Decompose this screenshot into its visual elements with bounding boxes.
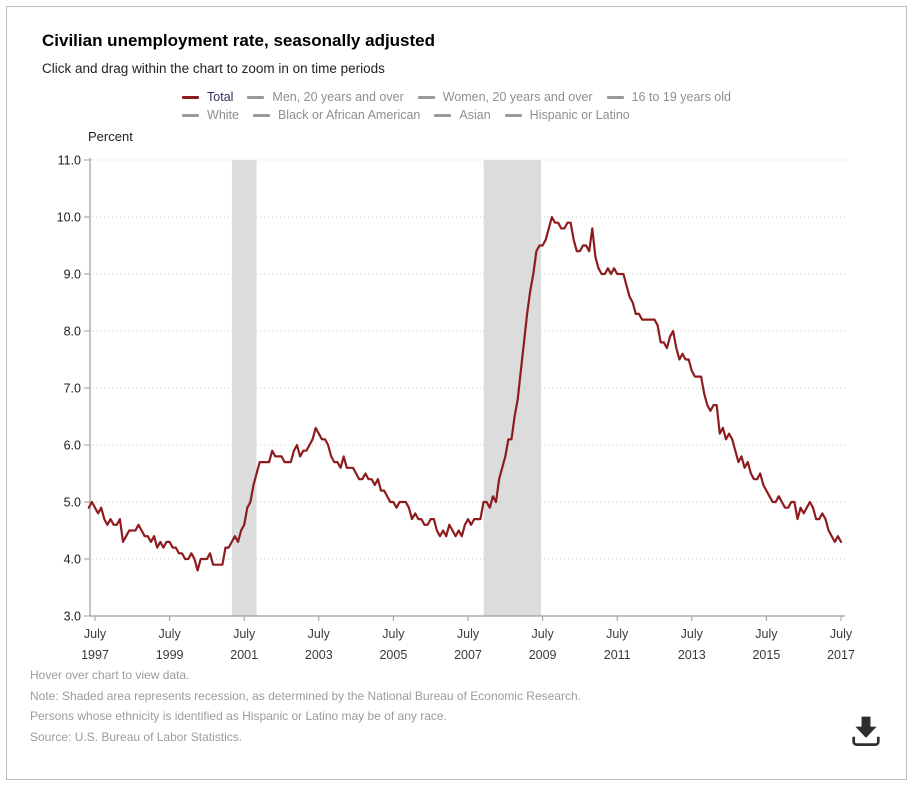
footnote-ethnicity: Persons whose ethnicity is identified as… — [30, 709, 447, 723]
legend-dash-icon — [417, 95, 435, 99]
x-tick-label-month: July — [158, 627, 181, 641]
x-tick-label-month: July — [755, 627, 778, 641]
legend-item-label: Black or African American — [277, 108, 421, 122]
legend-item-asian[interactable]: Asian — [434, 108, 491, 122]
legend-dash-icon — [247, 95, 265, 99]
legend-item-label: 16 to 19 years old — [631, 90, 731, 104]
x-tick-label-year: 2007 — [454, 648, 482, 662]
y-tick-label: 6.0 — [64, 439, 81, 453]
x-tick-label-month: July — [233, 627, 256, 641]
x-tick-label-year: 2013 — [678, 648, 706, 662]
legend-item-black-or-african-american[interactable]: Black or African American — [252, 108, 421, 122]
x-tick-label-month: July — [308, 627, 331, 641]
x-tick-label-month: July — [830, 627, 853, 641]
x-tick-label-year: 1997 — [81, 648, 109, 662]
x-tick-label-year: 2011 — [604, 648, 631, 662]
legend-item-label: White — [207, 108, 239, 122]
x-tick-label-month: July — [457, 627, 480, 641]
plot-area[interactable] — [90, 160, 845, 616]
chart-subtitle: Click and drag within the chart to zoom … — [42, 61, 385, 76]
y-axis-title: Percent — [88, 129, 133, 144]
legend-item-16-to-19-years-old[interactable]: 16 to 19 years old — [606, 90, 731, 104]
x-tick-label-year: 2009 — [529, 648, 557, 662]
x-tick-label-month: July — [681, 627, 704, 641]
legend-item-men-20-years-and-over[interactable]: Men, 20 years and over — [247, 90, 404, 104]
y-tick-label: 9.0 — [64, 268, 81, 282]
x-tick-label-month: July — [606, 627, 629, 641]
x-tick-label-month: July — [531, 627, 554, 641]
legend-dash-icon — [434, 113, 452, 117]
legend-item-label: Hispanic or Latino — [529, 108, 630, 122]
legend-item-women-20-years-and-over[interactable]: Women, 20 years and over — [417, 90, 593, 104]
legend-dash-icon — [182, 113, 200, 117]
footnote-recession: Note: Shaded area represents recession, … — [30, 688, 581, 703]
y-tick-label: 4.0 — [64, 553, 81, 567]
legend-item-label: Women, 20 years and over — [442, 90, 593, 104]
x-tick-label-year: 1999 — [156, 648, 184, 662]
legend-item-hispanic-or-latino[interactable]: Hispanic or Latino — [504, 108, 630, 122]
y-tick-label: 7.0 — [64, 382, 81, 396]
legend-row-1: Total Men, 20 years and over Women, 20 yea… — [182, 88, 731, 106]
footnote-source: Source: U.S. Bureau of Labor Statistics. — [30, 729, 243, 744]
legend-item-label: Asian — [459, 108, 491, 122]
y-tick-label: 8.0 — [64, 325, 81, 339]
x-tick-label-month: July — [382, 627, 405, 641]
legend-item-white[interactable]: White — [182, 108, 239, 122]
legend-dash-icon — [182, 95, 200, 99]
x-tick-label-year: 2015 — [752, 648, 780, 662]
download-icon — [852, 716, 880, 746]
y-tick-label: 3.0 — [64, 610, 81, 624]
legend-dash-icon — [252, 113, 270, 117]
download-button[interactable] — [845, 708, 887, 754]
legend-dash-icon — [504, 113, 522, 117]
x-tick-label-year: 2005 — [379, 648, 407, 662]
x-tick-label-year: 2003 — [305, 648, 333, 662]
x-tick-label-year: 2017 — [827, 648, 855, 662]
y-tick-label: 11.0 — [58, 154, 81, 168]
legend-row-2: White Black or African American Asian Hispa… — [182, 106, 630, 124]
legend-item-label: Total — [207, 90, 234, 104]
y-tick-label: 5.0 — [64, 496, 81, 510]
footnote-hover: Hover over chart to view data. — [30, 668, 190, 682]
page-title: Civilian unemployment rate, seasonally a… — [42, 31, 436, 50]
chart-legend: Total Men, 20 years and over Women, 20 yea… — [0, 88, 913, 124]
legend-item-label: Men, 20 years and over — [272, 90, 404, 104]
x-tick-label-year: 2001 — [230, 648, 258, 662]
legend-dash-icon — [606, 95, 624, 99]
x-tick-label-month: July — [84, 627, 107, 641]
legend-item-total[interactable]: Total — [182, 90, 233, 104]
y-tick-label: 10.0 — [57, 211, 81, 225]
total-series-line — [87, 215, 843, 572]
chart-footnotes: Hover over chart to view data. Note: Sha… — [30, 665, 581, 747]
